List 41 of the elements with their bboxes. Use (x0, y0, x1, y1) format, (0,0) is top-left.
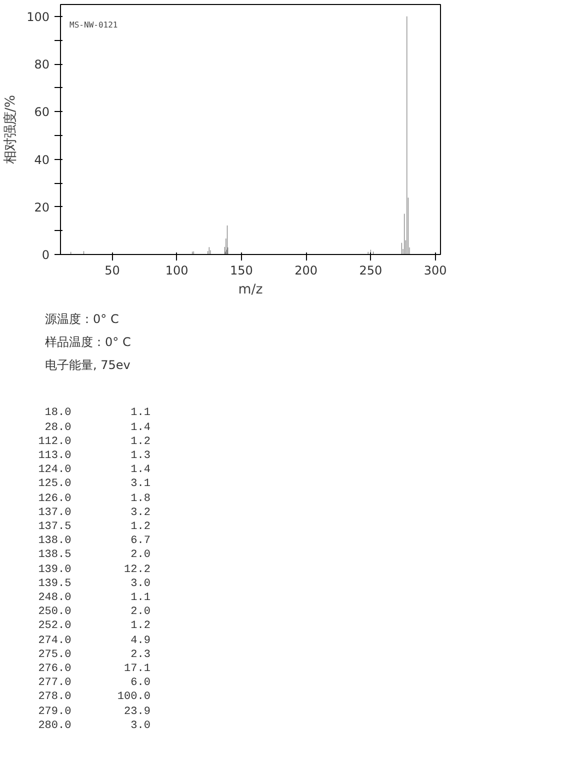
annotation: MS-NW-0121 (70, 20, 118, 30)
x-tick-label: 200 (294, 264, 318, 278)
text: 248.0 1.1 (38, 592, 150, 604)
text: 275.0 2.3 (38, 648, 150, 661)
text: 112.0 1.2 (38, 436, 150, 448)
y-tick-label: 20 (34, 200, 50, 214)
text: 280.0 3.0 (38, 720, 150, 732)
text: 276.0 17.1 (38, 663, 150, 676)
text: 139.5 3.0 (38, 578, 150, 590)
y-tick-label: 100 (26, 10, 50, 24)
text: 274.0 4.9 (38, 634, 150, 647)
text: 139.0 12.2 (38, 564, 150, 576)
text: 278.0 100.0 (38, 691, 150, 704)
text: 138.5 2.0 (38, 549, 150, 562)
x-axis-title: m/z (238, 282, 263, 298)
text: 源温度：0° C (45, 311, 120, 328)
text: 18.0 1.1 (44, 407, 150, 420)
text: 样品温度：0° C (45, 334, 131, 352)
x-tick-label: 100 (165, 264, 188, 278)
text: 126.0 1.8 (38, 492, 150, 505)
x-tick-label: 300 (424, 264, 447, 278)
text: 28.0 1.4 (44, 422, 150, 434)
text: 277.0 6.0 (38, 677, 150, 690)
text: 124.0 1.4 (38, 464, 150, 476)
x-tick-label: 50 (104, 264, 120, 278)
text: 137.5 1.2 (38, 521, 150, 534)
y-axis-title: 相对强度/% (2, 94, 19, 164)
y-tick-label: 0 (42, 248, 50, 262)
text: 279.0 23.9 (38, 706, 150, 718)
text: 252.0 1.2 (38, 620, 150, 632)
text: 250.0 2.0 (38, 606, 150, 618)
x-tick-label: 150 (230, 264, 253, 278)
text: 113.0 1.3 (38, 450, 150, 462)
y-tick-label: 40 (34, 152, 50, 167)
x-tick-label: 250 (359, 264, 382, 278)
text: 125.0 3.1 (38, 478, 150, 490)
text: 138.0 6.7 (38, 535, 150, 548)
text: 电子能量, 75ev (45, 357, 131, 374)
text: 137.0 3.2 (38, 506, 150, 519)
y-tick-label: 80 (34, 58, 50, 72)
y-tick-label: 60 (34, 105, 50, 120)
